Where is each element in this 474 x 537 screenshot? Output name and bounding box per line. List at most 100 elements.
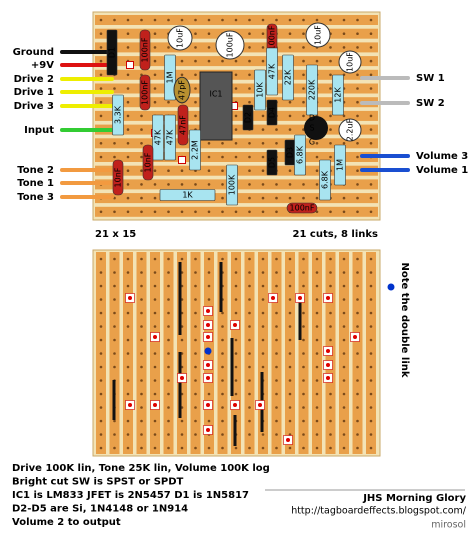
hole (221, 325, 224, 328)
hole (207, 298, 211, 301)
hole (99, 46, 103, 49)
hole (288, 338, 292, 342)
note: Drive 100K lin, Tone 25K lin, Volume 100… (12, 463, 270, 474)
double-link-note: Note the double link (399, 262, 410, 377)
hole (153, 169, 157, 172)
hole (140, 392, 143, 396)
hole (275, 271, 278, 274)
hole (99, 257, 103, 261)
hole (356, 114, 359, 118)
hole (356, 18, 359, 22)
hole (329, 18, 332, 22)
hole (207, 183, 211, 186)
hole (302, 114, 305, 118)
hole (302, 284, 305, 288)
hole (261, 352, 265, 355)
note: Volume 2 to output (12, 517, 121, 528)
hole (261, 128, 265, 131)
resistor (294, 134, 306, 176)
hole (113, 446, 116, 450)
hole (248, 32, 251, 35)
component-label: 22K (284, 69, 293, 85)
hole (261, 210, 265, 214)
hole (194, 419, 197, 423)
hole (342, 142, 346, 145)
hole (194, 100, 197, 104)
hole (153, 32, 157, 35)
hole (153, 183, 157, 186)
hole (329, 392, 332, 396)
hole (234, 142, 238, 145)
hole (342, 433, 346, 436)
hole (99, 100, 103, 104)
hole (153, 87, 157, 90)
hole (99, 352, 103, 355)
hole (167, 325, 170, 328)
hole (356, 87, 359, 90)
hole (369, 365, 373, 369)
hole (315, 419, 319, 423)
hole (194, 311, 197, 315)
component-label: 2.2M (191, 140, 200, 160)
hole (140, 365, 143, 369)
cut-dot (153, 335, 157, 339)
component-label: 3.3K (114, 105, 123, 124)
hole (342, 338, 346, 342)
hole (167, 433, 170, 436)
hole (234, 365, 238, 369)
hole (99, 32, 103, 35)
hole (221, 352, 224, 355)
hole (356, 298, 359, 301)
hole (234, 311, 238, 315)
hole (356, 155, 359, 159)
capacitor (177, 104, 189, 146)
hole (126, 114, 130, 118)
hole (329, 59, 332, 63)
hole (369, 18, 373, 22)
hole (153, 298, 157, 301)
hole (140, 446, 143, 450)
hole (113, 210, 116, 214)
hole (369, 284, 373, 288)
hole (99, 155, 103, 159)
hole (221, 433, 224, 436)
hole (234, 338, 238, 342)
wire-label: Input (24, 125, 54, 136)
hole (194, 114, 197, 118)
hole (248, 352, 251, 355)
hole (167, 169, 170, 172)
hole (126, 142, 130, 145)
board-size: 21 x 15 (95, 229, 136, 240)
hole (194, 338, 197, 342)
hole (194, 325, 197, 328)
hole (194, 46, 197, 49)
hole (315, 352, 319, 355)
resistor (254, 69, 266, 111)
component-label: 47nF (179, 115, 188, 135)
hole (342, 406, 346, 409)
hole (153, 365, 157, 369)
wire-label: Tone 2 (17, 165, 54, 176)
cut-dot (206, 323, 210, 327)
hole (248, 284, 251, 288)
cut-dot (206, 403, 210, 407)
ic (199, 71, 233, 141)
hole (221, 257, 224, 261)
url: http://tagboardeffects.blogspot.com/ (291, 506, 467, 517)
hole (167, 284, 170, 288)
hole (248, 433, 251, 436)
hole (261, 257, 265, 261)
cut-dot (326, 376, 330, 380)
hole (369, 59, 373, 63)
hole (302, 392, 305, 396)
hole (221, 142, 224, 145)
hole (207, 271, 211, 274)
hole (288, 271, 292, 274)
electrolytic (338, 118, 362, 142)
component-label: 47K (268, 63, 277, 79)
hole (302, 18, 305, 22)
hole (126, 352, 130, 355)
hole (248, 210, 251, 214)
wire-label: Ground (13, 47, 54, 58)
hole (194, 73, 197, 77)
